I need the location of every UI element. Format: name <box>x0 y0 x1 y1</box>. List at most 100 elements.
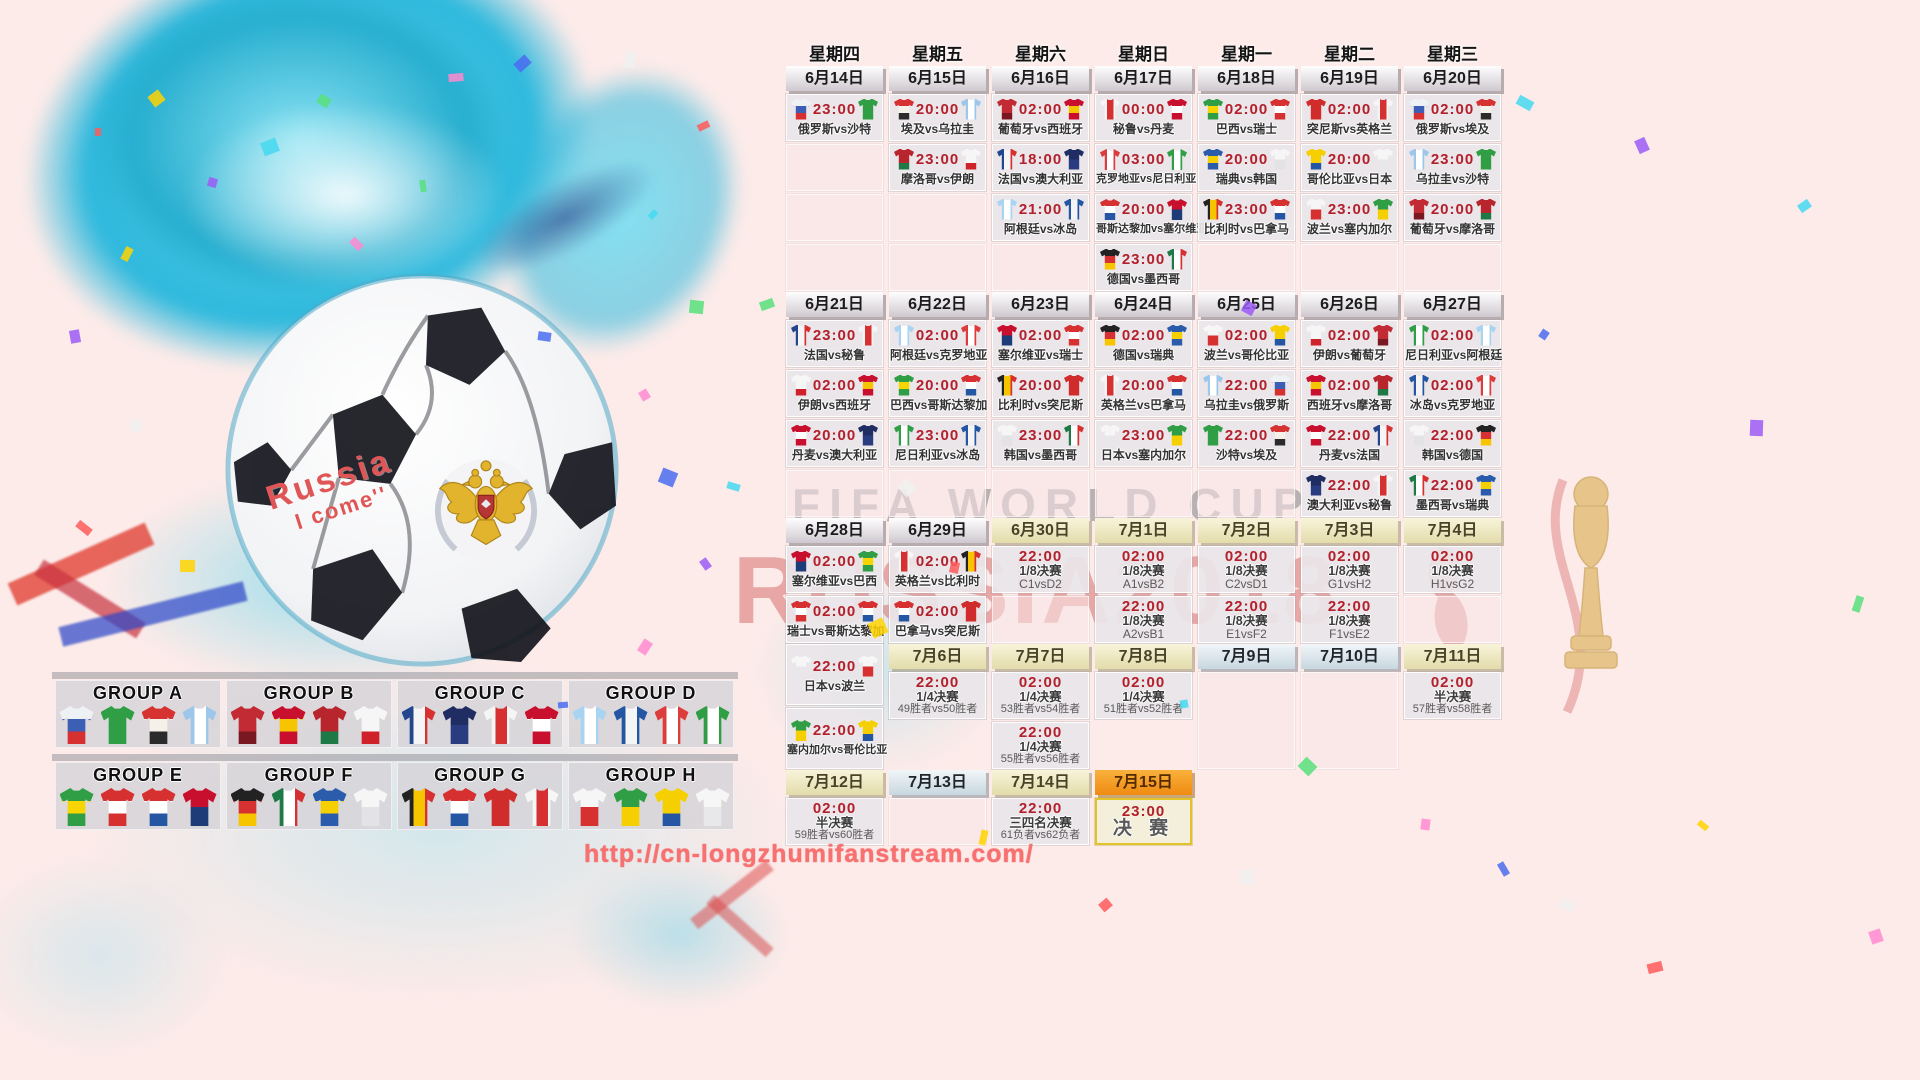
jersey-icon <box>442 706 477 744</box>
jersey-icon <box>1167 424 1187 446</box>
knockout-cell: 02:00 1/8决赛 C2vsD1 <box>1198 546 1295 593</box>
match-time: 23:00 <box>1121 802 1166 820</box>
match-row: 02:00 <box>1096 324 1191 346</box>
match-time: 02:00 <box>1430 326 1475 344</box>
final-cell: 23:00 决 赛 <box>1095 798 1192 845</box>
match-cell: 02:00 尼日利亚vs阿根廷 <box>1404 320 1502 367</box>
confetti-piece <box>147 89 166 108</box>
jersey-icon <box>961 424 981 446</box>
group-jerseys <box>59 706 217 744</box>
jersey-icon <box>483 788 518 826</box>
jersey-icon <box>1373 148 1393 170</box>
date-header: 6月27日 <box>1404 292 1501 317</box>
match-time: 22:00 <box>1430 426 1475 444</box>
match-teams: 波兰vs哥伦比亚 <box>1203 347 1290 362</box>
calendar-column: 6月24日 02:00 德国vs瑞典 20:00 英格兰vs巴拿马 23:00 日本vs塞内… <box>1095 292 1192 517</box>
date-header: 7月12日 <box>786 770 883 795</box>
matchup-detail: A1vsB2 <box>1122 576 1165 591</box>
stage-label: 1/8决赛 <box>1328 613 1371 628</box>
jersey-icon <box>894 98 914 120</box>
empty-cell <box>1404 596 1501 643</box>
jersey-icon <box>271 706 306 744</box>
match-teams: 波兰vs塞内加尔 <box>1306 221 1393 236</box>
match-row: 02:00 <box>1199 98 1294 120</box>
jersey-icon <box>1203 148 1223 170</box>
match-cell: 03:00 克罗地亚vs尼日利亚 <box>1095 144 1196 191</box>
jersey-icon <box>442 788 477 826</box>
calendar-column: 7月13日 <box>889 770 986 845</box>
knockout-cell: 02:00 半决赛 59胜者vs60胜者 <box>786 798 883 845</box>
confetti-piece <box>419 179 427 193</box>
jersey-icon <box>1476 98 1496 120</box>
match-row: 02:00 <box>890 550 985 572</box>
date-header: 6月16日 <box>992 66 1089 91</box>
date-header: 6月22日 <box>889 292 986 317</box>
group-panel-bar <box>52 672 738 679</box>
confetti-piece <box>623 51 638 69</box>
calendar-band: 7月12日 02:00 半决赛 59胜者vs60胜者 7月13日 7月14日 22:00 三四… <box>786 770 1501 845</box>
match-time: 22:00 <box>1018 547 1063 565</box>
match-time: 02:00 <box>915 602 960 620</box>
match-teams: 德国vs墨西哥 <box>1106 271 1181 286</box>
match-row: 02:00 <box>1405 324 1500 346</box>
match-teams: 塞内加尔vs哥伦比亚 <box>787 744 888 756</box>
calendar-column: 7月9日 <box>1198 644 1295 769</box>
empty-cell <box>889 194 986 241</box>
calendar-column: 6月16日 02:00 葡萄牙vs西班牙 18:00 法国vs澳大利亚 21:00 阿根廷v… <box>992 66 1089 291</box>
knockout-cell: 22:00 1/8决赛 E1vsF2 <box>1198 596 1295 643</box>
confetti-piece <box>1797 198 1812 214</box>
match-cell: 02:00 伊朗vs西班牙 <box>786 370 883 417</box>
match-teams: 摩洛哥vs伊朗 <box>900 171 975 186</box>
match-row: 20:00 <box>1096 199 1191 220</box>
jersey-icon <box>1373 198 1393 220</box>
match-cell: 23:00 德国vs墨西哥 <box>1095 244 1192 291</box>
match-time: 02:00 <box>1121 674 1166 692</box>
match-time: 02:00 <box>1327 326 1372 344</box>
jersey-icon <box>858 424 878 446</box>
jersey-icon <box>524 788 559 826</box>
matchup-detail: H1vsG2 <box>1430 576 1475 591</box>
jersey-icon <box>1409 424 1429 446</box>
jersey-icon <box>858 655 878 677</box>
jersey-icon <box>1064 424 1084 446</box>
jersey-icon <box>961 98 981 120</box>
jersey-icon <box>1100 98 1120 120</box>
match-time: 02:00 <box>1224 547 1269 565</box>
jersey-icon <box>401 788 436 826</box>
date-header: 7月8日 <box>1095 644 1192 669</box>
empty-cell <box>1198 672 1295 769</box>
date-header: 7月2日 <box>1198 518 1295 543</box>
match-time: 20:00 <box>1430 200 1475 218</box>
empty-cell <box>1198 244 1295 291</box>
match-teams: 瑞士vs哥斯达黎加 <box>787 623 885 638</box>
match-time: 02:00 <box>812 376 857 394</box>
match-teams: 葡萄牙vs摩洛哥 <box>1409 221 1496 236</box>
calendar-band: 6月21日 23:00 法国vs秘鲁 02:00 伊朗vs西班牙 20:00 丹麦vs澳大利… <box>786 292 1502 517</box>
match-cell: 22:00 沙特vs埃及 <box>1198 420 1295 467</box>
match-row: 02:00 <box>993 324 1088 346</box>
jersey-icon <box>961 324 981 346</box>
match-time: 02:00 <box>1224 100 1269 118</box>
match-time: 20:00 <box>1121 376 1166 394</box>
match-time: 22:00 <box>1327 476 1372 494</box>
match-row: 02:00 <box>993 98 1088 120</box>
knockout-cell: 22:00 三四名决赛 61负者vs62负者 <box>992 798 1089 845</box>
match-time: 20:00 <box>1018 376 1063 394</box>
jersey-icon <box>695 788 730 826</box>
jersey-icon <box>894 550 914 572</box>
confetti-piece <box>699 557 712 571</box>
calendar-band: 6月28日 02:00 塞尔维亚vs巴西 02:00 瑞士vs哥斯达黎加 6月29日 02:… <box>786 518 1501 643</box>
match-row: 22:00 <box>787 655 882 677</box>
match-time: 22:00 <box>812 722 857 739</box>
match-row: 20:00 <box>1302 148 1397 170</box>
calendar-column: 6月19日 02:00 突尼斯vs英格兰 20:00 哥伦比亚vs日本 23:00 波兰vs… <box>1301 66 1398 291</box>
calendar-column: 7月8日 02:00 1/4决赛 51胜者vs52胜者 <box>1095 644 1192 769</box>
calendar-column: 6月20日 02:00 俄罗斯vs埃及 23:00 乌拉圭vs沙特 20:00 葡萄牙vs摩… <box>1404 66 1501 291</box>
match-cell: 20:00 巴西vs哥斯达黎加 <box>889 370 987 417</box>
match-time: 02:00 <box>812 602 857 620</box>
jersey-icon <box>1409 198 1429 220</box>
date-header: 6月26日 <box>1301 292 1398 317</box>
group-jerseys <box>230 788 388 826</box>
knockout-cell: 22:00 1/4决赛 55胜者vs56胜者 <box>992 722 1089 769</box>
jersey-icon <box>791 550 811 572</box>
